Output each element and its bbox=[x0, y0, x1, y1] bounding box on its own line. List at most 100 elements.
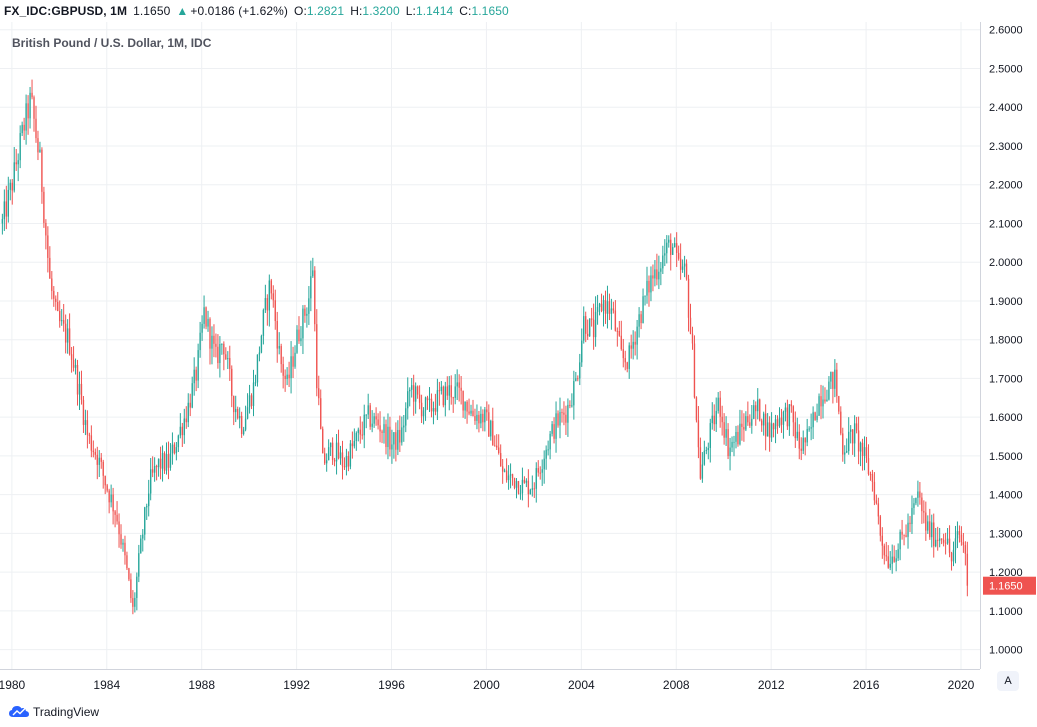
symbol-name[interactable]: FX_IDC:GBPUSD, 1M bbox=[4, 4, 128, 18]
candle-down bbox=[55, 298, 57, 302]
price-tick-label: 2.1000 bbox=[989, 218, 1023, 230]
price-tick-label: 1.2000 bbox=[989, 567, 1023, 579]
candle-up bbox=[476, 414, 478, 421]
candle-down bbox=[950, 552, 953, 562]
candle-up bbox=[371, 423, 373, 427]
candle-down bbox=[195, 369, 197, 381]
candle-up bbox=[183, 418, 185, 436]
candle-down bbox=[861, 442, 864, 456]
candle-down bbox=[120, 534, 122, 545]
candle-down bbox=[434, 408, 437, 412]
candle-down bbox=[270, 280, 272, 294]
candle-down bbox=[727, 429, 729, 457]
candle-down bbox=[592, 319, 595, 338]
brand-name: TradingView bbox=[33, 705, 100, 719]
candle-up bbox=[403, 425, 405, 428]
candle-down bbox=[697, 420, 700, 448]
candle-down bbox=[90, 435, 93, 451]
candle-down bbox=[426, 397, 429, 401]
candle-down bbox=[64, 323, 67, 343]
candle-down bbox=[505, 470, 508, 481]
candle-down bbox=[82, 399, 85, 425]
time-tick-label: 2004 bbox=[568, 678, 595, 692]
candle-down bbox=[713, 415, 715, 425]
candles bbox=[1, 79, 969, 615]
candle-down bbox=[27, 103, 29, 119]
auto-scale-button[interactable]: A bbox=[997, 671, 1019, 691]
candle-up bbox=[911, 507, 913, 525]
candle-down bbox=[929, 521, 931, 538]
candle-down bbox=[940, 538, 943, 540]
candle-up bbox=[414, 386, 417, 402]
candle-up bbox=[300, 338, 302, 342]
candle-down bbox=[274, 300, 276, 322]
chart-pane[interactable] bbox=[0, 22, 980, 669]
candle-down bbox=[786, 407, 789, 427]
open-value: 1.2821 bbox=[306, 4, 345, 18]
candle-down bbox=[351, 443, 354, 447]
candle-up bbox=[859, 442, 862, 452]
candle-down bbox=[304, 308, 306, 316]
candle-down bbox=[792, 406, 795, 423]
candle-down bbox=[749, 422, 751, 426]
candle-up bbox=[739, 423, 741, 445]
candle-down bbox=[104, 475, 106, 486]
candle-down bbox=[881, 535, 884, 546]
candle-up bbox=[211, 335, 213, 349]
high-label: H: bbox=[350, 4, 363, 18]
candle-up bbox=[110, 494, 112, 503]
time-tick-label: 1988 bbox=[188, 678, 215, 692]
candle-down bbox=[209, 318, 211, 349]
candle-up bbox=[683, 263, 686, 267]
candle-down bbox=[873, 481, 876, 501]
time-axis[interactable]: 1980 1984 1988 1992 1996 2000 2004 2008 2012 2016… bbox=[0, 669, 980, 697]
candle-up bbox=[203, 307, 205, 324]
candle-down bbox=[412, 385, 415, 402]
candle-down bbox=[640, 314, 642, 324]
candle-up bbox=[440, 386, 443, 391]
candlestick-chart[interactable] bbox=[0, 22, 980, 669]
candle-up bbox=[654, 269, 656, 279]
candle-up bbox=[731, 441, 733, 448]
candle-down bbox=[80, 383, 83, 400]
candle-down bbox=[416, 386, 419, 395]
candle-up bbox=[581, 340, 583, 363]
candle-down bbox=[648, 280, 650, 293]
candle-down bbox=[418, 394, 421, 403]
candle-down bbox=[958, 531, 961, 535]
candle-down bbox=[948, 538, 951, 553]
candle-up bbox=[571, 405, 573, 407]
candle-up bbox=[98, 457, 100, 465]
candle-down bbox=[272, 293, 274, 301]
price-axis[interactable]: 1.0000 1.1000 1.2000 1.3000 1.4000 1.5000 1.60… bbox=[980, 22, 1037, 669]
candle-up bbox=[256, 354, 259, 383]
tradingview-logo[interactable]: TradingView bbox=[9, 705, 99, 719]
last-price-badge bbox=[983, 576, 1036, 595]
candle-up bbox=[142, 534, 144, 539]
candle-down bbox=[343, 466, 346, 468]
time-tick-label: 1992 bbox=[283, 678, 310, 692]
candle-up bbox=[816, 415, 818, 420]
candle-down bbox=[185, 418, 187, 423]
candle-down bbox=[292, 356, 294, 367]
candle-down bbox=[612, 308, 615, 311]
candle-down bbox=[561, 412, 563, 414]
candle-up bbox=[895, 558, 897, 562]
candle-down bbox=[231, 368, 233, 396]
candle-down bbox=[229, 358, 231, 369]
candle-up bbox=[662, 255, 664, 269]
price-change: +0.0186 (+1.62%) bbox=[190, 4, 289, 18]
candle-down bbox=[151, 469, 154, 473]
candle-up bbox=[567, 404, 569, 423]
candle-down bbox=[213, 335, 215, 344]
candle-down bbox=[442, 386, 445, 406]
candle-up bbox=[588, 318, 591, 337]
candle-down bbox=[284, 375, 286, 380]
candle-down bbox=[517, 481, 520, 494]
candle-up bbox=[335, 442, 338, 462]
candle-down bbox=[877, 503, 880, 517]
candle-up bbox=[428, 398, 431, 401]
candle-up bbox=[66, 328, 69, 343]
candle-up bbox=[828, 381, 830, 400]
candle-down bbox=[369, 405, 371, 427]
